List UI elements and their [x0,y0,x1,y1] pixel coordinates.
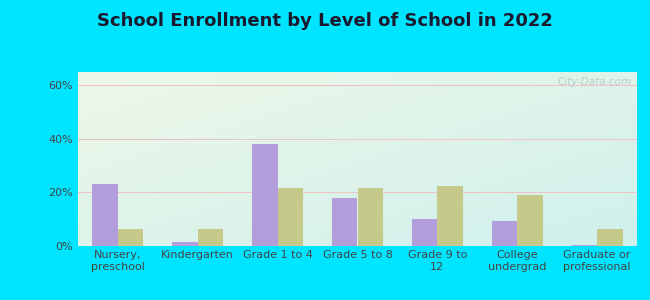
Bar [198,229,224,246]
Bar [437,186,463,246]
Bar [597,229,623,246]
Bar [412,219,437,246]
Bar [278,188,303,246]
Bar [517,195,543,246]
Text: City-Data.com: City-Data.com [557,77,631,87]
Bar [92,184,118,246]
Text: School Enrollment by Level of School in 2022: School Enrollment by Level of School in … [97,12,553,30]
Bar [252,144,278,246]
Bar [172,242,198,246]
Bar [118,229,144,246]
Bar [332,198,358,246]
Bar [491,220,517,246]
Bar [358,188,383,246]
Bar [571,245,597,246]
